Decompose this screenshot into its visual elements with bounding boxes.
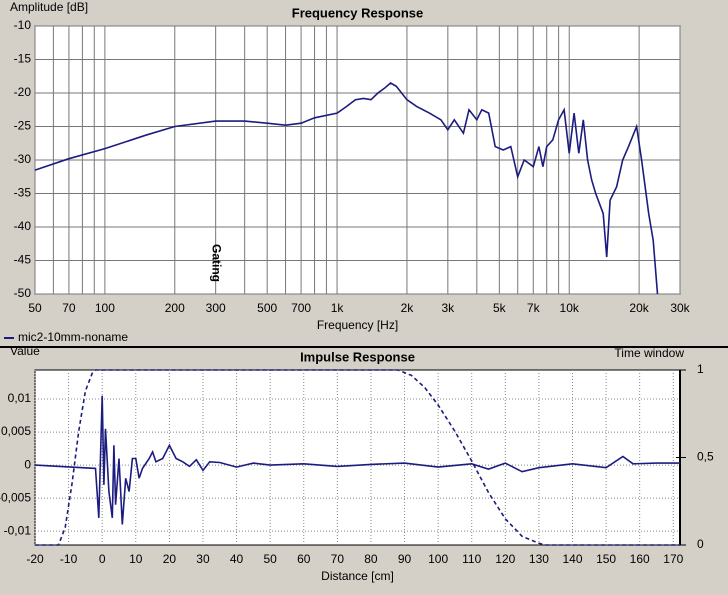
x-tick-label: 60 [297, 552, 311, 566]
x-tick-label: 50 [263, 552, 277, 566]
y-tick-label: -0,01 [4, 523, 32, 537]
x-tick-label: 200 [165, 301, 185, 315]
x-tick-label: -10 [60, 552, 78, 566]
x-tick-label: 0 [99, 552, 106, 566]
x-tick-label: 500 [257, 301, 277, 315]
x-tick-label: 20 [163, 552, 177, 566]
x-tick-label: 1k [331, 301, 345, 315]
legend-label: mic2-10mm-noname [18, 330, 128, 344]
x-tick-label: 160 [630, 552, 650, 566]
y-tick-label: -20 [14, 85, 32, 99]
series-line [34, 395, 680, 525]
y2-tick-label: 0,5 [697, 450, 714, 464]
x-tick-label: 30 [196, 552, 210, 566]
x-tick-label: -20 [26, 552, 44, 566]
x-tick-label: 40 [230, 552, 244, 566]
series-line [34, 82, 659, 295]
y-tick-label: -25 [14, 119, 32, 133]
plot-area [34, 369, 681, 546]
x-tick-label: 100 [428, 552, 448, 566]
x-tick-label: 700 [291, 301, 311, 315]
x-tick-label: 150 [596, 552, 616, 566]
x-tick-label: 70 [331, 552, 345, 566]
x-tick-label: 170 [663, 552, 683, 566]
y-tick-label: 0,01 [8, 391, 32, 405]
x-tick-label: 110 [462, 552, 481, 566]
y-tick-label: -35 [14, 186, 32, 200]
y-tick-label: -15 [14, 52, 32, 66]
chart-title: Impulse Response [300, 349, 415, 364]
x-tick-label: 5k [493, 301, 507, 315]
y-tick-label: 0,005 [1, 424, 31, 438]
y-tick-label: -50 [14, 286, 32, 300]
y-tick-label: -10 [14, 18, 32, 32]
y2-axis-label: Time window [614, 346, 684, 360]
y-tick-label: -45 [14, 253, 32, 267]
x-tick-label: 70 [62, 301, 76, 315]
chart-title: Frequency Response [292, 5, 424, 20]
y2-tick-label: 1 [697, 362, 704, 376]
y2-tick-label: 0 [697, 537, 704, 551]
x-axis-label: Frequency [Hz] [317, 318, 398, 332]
x-tick-label: 3k [441, 301, 455, 315]
x-axis-label: Distance [cm] [321, 569, 394, 583]
x-tick-label: 2k [401, 301, 415, 315]
x-tick-label: 20k [629, 301, 649, 315]
x-tick-label: 30k [670, 301, 690, 315]
y-tick-label: -30 [14, 152, 32, 166]
x-tick-label: 80 [364, 552, 378, 566]
x-tick-label: 140 [562, 552, 582, 566]
x-tick-label: 50 [28, 301, 42, 315]
y-tick-label: -0,005 [0, 490, 31, 504]
y-axis-label: Amplitude [dB] [10, 0, 88, 14]
y-tick-label: -40 [14, 219, 32, 233]
x-tick-label: 10 [129, 552, 143, 566]
x-tick-label: 120 [495, 552, 515, 566]
x-tick-label: 300 [206, 301, 226, 315]
x-tick-label: 90 [398, 552, 412, 566]
x-tick-label: 100 [95, 301, 115, 315]
x-tick-label: 10k [560, 301, 580, 315]
y-axis-label: Value [10, 344, 40, 358]
x-tick-label: 7k [527, 301, 541, 315]
y-tick-label: 0 [24, 457, 31, 471]
x-tick-label: 130 [529, 552, 549, 566]
annotation: Gating [209, 244, 223, 282]
